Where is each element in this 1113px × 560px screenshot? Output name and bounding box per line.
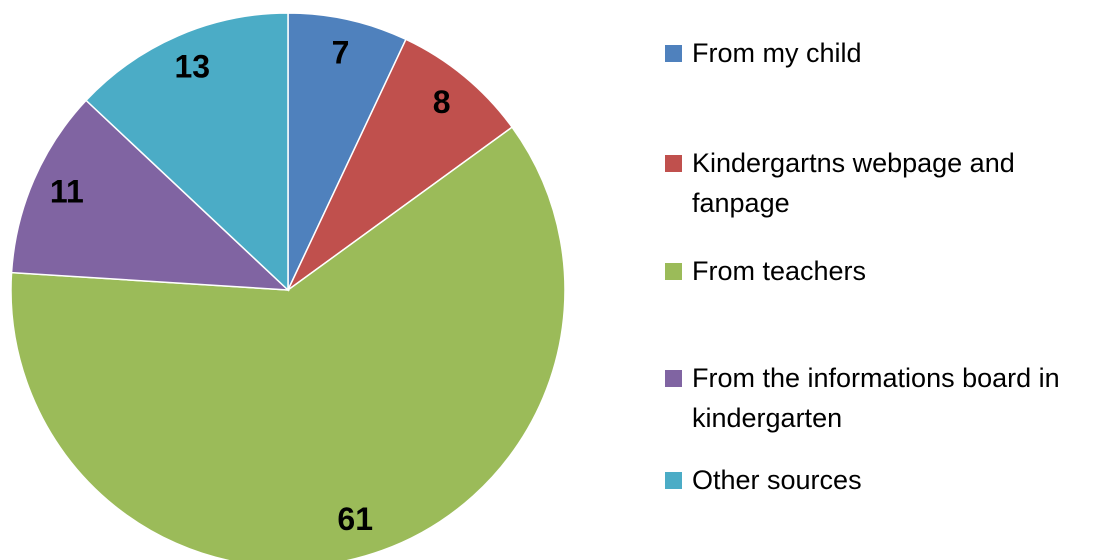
legend-swatch — [665, 370, 682, 387]
legend-swatch — [665, 263, 682, 280]
legend-item: From my child — [665, 33, 1095, 73]
data-label: 7 — [332, 34, 350, 70]
legend-swatch — [665, 45, 682, 62]
data-label: 61 — [337, 501, 373, 537]
data-label: 8 — [433, 84, 451, 120]
legend-label: From teachers — [692, 256, 867, 286]
data-label: 11 — [50, 174, 84, 210]
legend-label: From my child — [692, 38, 862, 68]
legend-swatch — [665, 472, 682, 489]
pie-slice — [85, 12, 289, 292]
pie-slice — [287, 38, 514, 291]
legend-item: From the informations board in kindergar… — [665, 358, 1095, 438]
pie-slice — [10, 126, 566, 560]
legend-swatch — [665, 155, 682, 172]
legend-item: Other sources — [665, 460, 1095, 500]
legend-label: Kindergartns webpage and fanpage — [692, 148, 1015, 218]
pie-slice — [287, 12, 407, 291]
legend-label: From the informations board in kindergar… — [692, 363, 1060, 433]
legend-item: Kindergartns webpage and fanpage — [665, 143, 1095, 223]
legend-label: Other sources — [692, 465, 862, 495]
legend-item: From teachers — [665, 251, 1095, 291]
pie-slice — [10, 99, 291, 291]
data-label: 13 — [174, 48, 210, 84]
